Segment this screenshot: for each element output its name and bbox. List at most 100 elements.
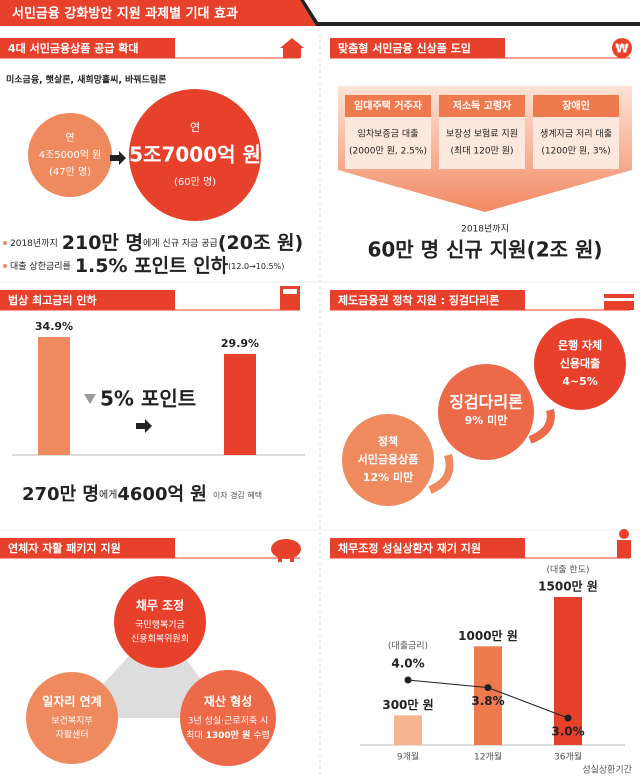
- package-circle: [26, 672, 118, 764]
- piggy-icon: [271, 539, 301, 562]
- won-icon: ₩: [612, 38, 632, 58]
- axis-title: 성실상환기간: [582, 764, 632, 776]
- step-text: 12% 미만: [363, 470, 413, 484]
- bar: [554, 597, 582, 745]
- text-part: 210만 명: [62, 232, 143, 254]
- value-label: 1000만 원: [458, 628, 518, 643]
- card-line: (2000만 원, 2.5%): [349, 146, 427, 157]
- text-part: 이자 경감 혜택: [213, 490, 262, 500]
- arrow: [136, 419, 152, 433]
- section-title: 연체자 자활 패키지 지원: [8, 541, 121, 555]
- bar: [38, 337, 70, 455]
- section-title-band: [0, 538, 175, 558]
- calculator-icon: [280, 286, 300, 310]
- rate-point: [404, 676, 412, 684]
- value-label: 3.0%: [551, 725, 584, 739]
- text-part: 1.5% 포인트 인하: [75, 255, 229, 277]
- package-circle: [180, 670, 276, 766]
- page-title: 서민금융 강화방안 지원 과제별 기대 효과: [12, 6, 238, 22]
- card-line: 생계자금 저리 대출: [540, 128, 612, 140]
- text-part: (12.0→10.5%): [228, 262, 284, 271]
- bullet-dot: [3, 264, 7, 268]
- card-title: 저소득 고령자: [453, 99, 512, 112]
- section-title-band: [0, 38, 175, 58]
- package-circle: [114, 576, 206, 668]
- before-text: 연: [65, 132, 74, 144]
- header-rule: [300, 0, 640, 26]
- text-part: 2018년까지: [10, 238, 58, 249]
- value-label: 34.9%: [35, 320, 73, 333]
- section-title: 4대 서민금융상품 공급 확대: [8, 41, 138, 55]
- card-title: 장애인: [562, 99, 590, 112]
- text-part: 최대: [186, 730, 203, 741]
- bullet-dot: [3, 241, 7, 245]
- card-body: [533, 117, 619, 169]
- card-body: [345, 117, 431, 169]
- step-text: 9% 미만: [465, 413, 508, 427]
- text-part: 대출 상한금리를: [10, 261, 71, 272]
- x-tick-label: 12개월: [474, 751, 502, 763]
- result: 60만 명 신규 지원(2조 원): [367, 238, 602, 262]
- step-circle: [534, 318, 626, 410]
- change-label: 5% 포인트: [100, 387, 196, 411]
- annotation: (대출금리): [388, 641, 428, 652]
- after-circle: [129, 89, 261, 221]
- step-text: 은행 자체: [558, 338, 602, 352]
- text-part: 에게 신규 자금 공급: [143, 238, 218, 249]
- circle-line: 국민행복기금: [135, 619, 185, 631]
- before-text: (47만 명): [49, 166, 91, 178]
- rate-point: [564, 714, 572, 722]
- text-part: 4600억 원: [117, 484, 206, 505]
- bar: [474, 646, 502, 745]
- card-title-band: [439, 95, 525, 117]
- card-title-band: [533, 95, 619, 117]
- circle-title: 재산 형성: [204, 694, 252, 709]
- circle-line: 신용회복위원회: [131, 634, 189, 645]
- bullet-line: 대출 상한금리를 1.5% 포인트 인하(12.0→10.5%): [10, 255, 284, 277]
- section-title: 제도금융권 정착 지원 : 징검다리론: [338, 293, 499, 307]
- step-text: 서민금융상품: [358, 452, 419, 466]
- step-text: 신용대출: [560, 356, 600, 370]
- text-part: 에게: [99, 489, 117, 501]
- section-title: 법상 최고금리 인하: [8, 293, 97, 307]
- after-text: 연: [190, 121, 200, 134]
- value-label: 300만 원: [382, 697, 433, 712]
- value-label: 3.8%: [471, 694, 504, 708]
- svg-text:₩: ₩: [615, 42, 629, 56]
- before-text: 4조5000억 원: [39, 149, 102, 161]
- product-list: 미소금융, 햇살론, 새희망홀씨, 바꿔드림론: [6, 74, 166, 86]
- circle-line: 3년 성실·근로저축 시: [188, 716, 269, 727]
- bullet-line: 2018년까지 210만 명에게 신규 자금 공급(20조 원): [10, 232, 303, 254]
- after-text: (60만 명): [174, 176, 216, 188]
- circle-line: 자활센터: [55, 729, 88, 741]
- section-title-band: [0, 290, 175, 310]
- house-icon: [280, 38, 304, 58]
- person-icon: [617, 529, 631, 558]
- section-title: 맞춤형 서민금융 신상품 도입: [338, 41, 471, 55]
- circle-line: 최대 1300만 원 수령: [186, 729, 270, 741]
- after-text: 5조7000억 원: [129, 143, 261, 167]
- card-title-band: [345, 95, 431, 117]
- header-band: [0, 0, 316, 26]
- curve-arrow: [428, 453, 454, 494]
- step-text: 4~5%: [562, 375, 598, 388]
- section-title: 채무조정 성실상환자 재기 지원: [338, 541, 481, 555]
- bar: [224, 353, 256, 455]
- period: 2018년까지: [461, 224, 509, 235]
- curve-arrow: [528, 409, 555, 444]
- step-circle: [438, 364, 534, 460]
- annotation: (대출 한도): [546, 565, 589, 576]
- circle-line: 보건복지부: [51, 716, 92, 727]
- card-line: 임차보증금 대출: [358, 128, 419, 140]
- section-title-band: [330, 38, 505, 58]
- card-icon: [604, 294, 634, 310]
- x-tick-label: 36개월: [554, 751, 582, 763]
- summary-line: 270만 명에게4600억 원 이자 경감 혜택: [22, 484, 262, 505]
- rate-point: [484, 684, 492, 692]
- circle-title: 채무 조정: [136, 598, 184, 613]
- text-part: 수령: [253, 729, 270, 741]
- text-part: (20조 원): [218, 232, 303, 254]
- card-line: (최대 120만 원): [450, 146, 513, 157]
